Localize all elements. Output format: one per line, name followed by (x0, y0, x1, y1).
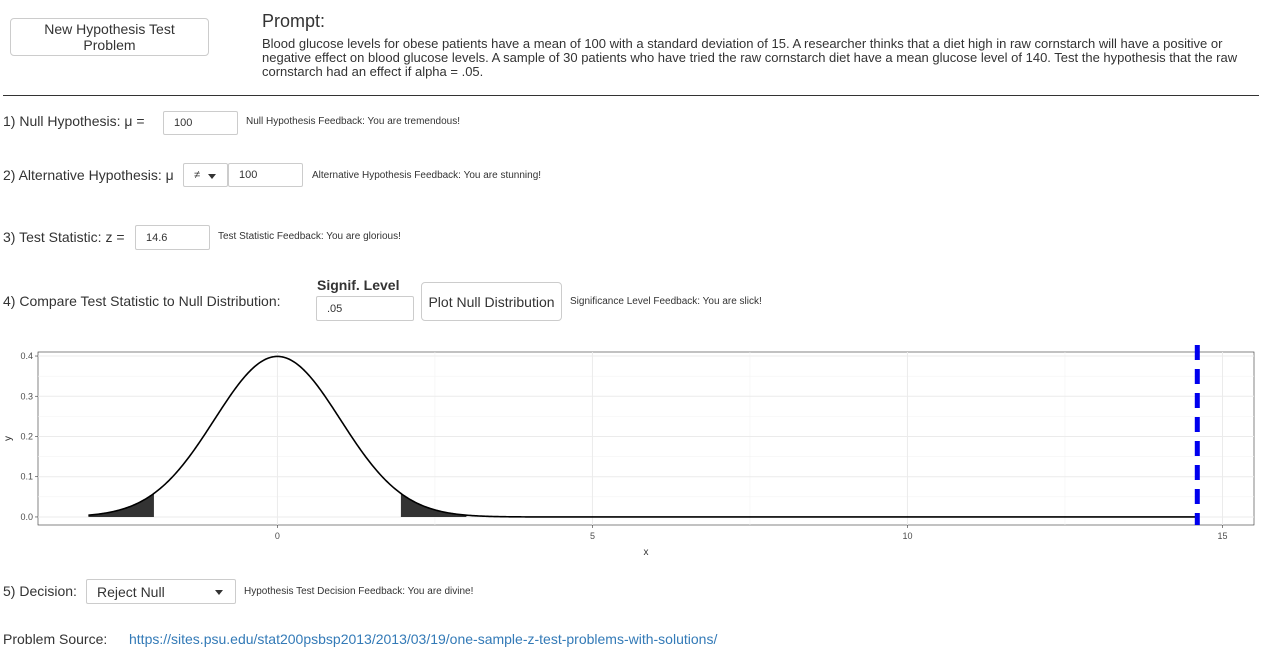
significance-level-feedback: Significance Level Feedback: You are sli… (570, 296, 762, 307)
alternative-operator-select[interactable]: ≠ (183, 163, 228, 187)
prompt-title: Prompt: (262, 11, 326, 31)
signif-level-input[interactable] (316, 296, 414, 321)
null-distribution-plot: 0 5 10 15 0.0 0.1 0.2 0.3 0.4 x y (3, 345, 1255, 558)
null-hypothesis-input[interactable] (163, 111, 238, 135)
test-statistic-label: 3) Test Statistic: z = (3, 229, 125, 245)
x-tick-label: 5 (590, 531, 595, 541)
y-axis-label: y (3, 436, 14, 441)
tail-region (400, 493, 467, 517)
problem-source-link[interactable]: https://sites.psu.edu/stat200psbsp2013/2… (129, 631, 718, 647)
axis-ticks: 0 5 10 15 0.0 0.1 0.2 0.3 0.4 (20, 351, 1227, 541)
density-curve (88, 355, 1198, 518)
new-problem-button[interactable]: New Hypothesis Test Problem (10, 18, 209, 56)
tail-region (88, 493, 154, 517)
y-tick-label: 0.0 (20, 512, 33, 522)
y-tick-label: 0.3 (20, 391, 33, 401)
x-tick-label: 15 (1217, 531, 1227, 541)
plot-grid (38, 352, 1254, 525)
y-tick-label: 0.2 (20, 431, 33, 441)
null-hypothesis-label: 1) Null Hypothesis: μ = (3, 113, 145, 129)
x-axis-label: x (644, 547, 649, 558)
compare-label: 4) Compare Test Statistic to Null Distri… (3, 293, 281, 309)
chevron-down-icon (208, 174, 216, 179)
alternative-operator-value: ≠ (194, 169, 201, 181)
decision-select[interactable]: Reject Null (86, 579, 236, 604)
plot-panel (37, 351, 1255, 526)
y-tick-label: 0.4 (20, 351, 33, 361)
test-statistic-feedback: Test Statistic Feedback: You are gloriou… (218, 231, 401, 242)
signif-level-heading: Signif. Level (317, 277, 400, 293)
y-tick-label: 0.1 (20, 472, 33, 482)
alternative-hypothesis-label: 2) Alternative Hypothesis: μ (3, 167, 174, 183)
null-hypothesis-feedback: Null Hypothesis Feedback: You are tremen… (246, 116, 461, 127)
chevron-down-icon (215, 590, 223, 595)
alternative-hypothesis-input[interactable] (228, 163, 303, 187)
plot-null-distribution-button[interactable]: Plot Null Distribution (421, 282, 562, 321)
prompt-text: Blood glucose levels for obese patients … (262, 36, 1238, 79)
x-tick-label: 0 (275, 531, 280, 541)
divider (3, 95, 1259, 96)
x-tick-label: 10 (902, 531, 912, 541)
decision-feedback: Hypothesis Test Decision Feedback: You a… (244, 586, 474, 597)
shaded-tails (88, 493, 467, 517)
problem-source-label: Problem Source: (3, 631, 108, 647)
decision-value: Reject Null (97, 584, 165, 600)
test-statistic-input[interactable] (135, 225, 210, 250)
alternative-hypothesis-feedback: Alternative Hypothesis Feedback: You are… (312, 170, 542, 181)
decision-label: 5) Decision: (3, 583, 77, 599)
